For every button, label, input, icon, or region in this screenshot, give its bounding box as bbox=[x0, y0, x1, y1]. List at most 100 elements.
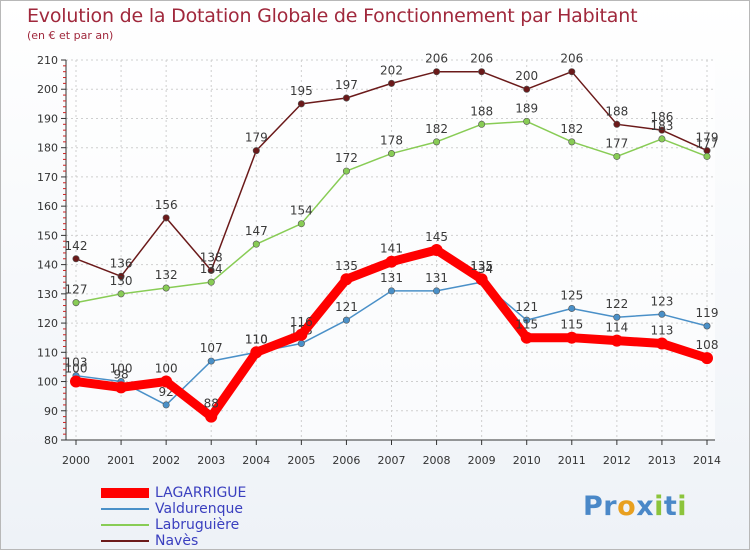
data-point bbox=[520, 331, 533, 344]
data-point bbox=[610, 334, 623, 347]
data-point bbox=[613, 313, 621, 321]
data-label: 135 bbox=[335, 259, 358, 273]
data-label: 100 bbox=[110, 362, 133, 376]
data-point bbox=[297, 220, 305, 228]
data-label: 114 bbox=[605, 321, 628, 335]
data-label: 142 bbox=[65, 239, 88, 253]
y-tick-label: 170 bbox=[37, 171, 58, 184]
data-label: 182 bbox=[560, 122, 583, 136]
logo-letter: t bbox=[663, 491, 678, 522]
data-point bbox=[342, 167, 350, 175]
data-point bbox=[162, 214, 170, 222]
y-tick-label: 110 bbox=[37, 346, 58, 359]
data-label: 125 bbox=[560, 288, 583, 302]
x-tick-label: 2014 bbox=[693, 454, 721, 467]
data-point bbox=[207, 266, 215, 274]
logo-letter: r bbox=[603, 491, 618, 522]
data-label: 127 bbox=[65, 283, 88, 297]
data-point bbox=[205, 410, 218, 423]
data-point bbox=[387, 150, 395, 158]
data-label: 98 bbox=[113, 367, 128, 381]
x-tick-label: 2002 bbox=[152, 454, 180, 467]
data-point bbox=[297, 340, 305, 348]
data-label: 202 bbox=[380, 63, 403, 77]
data-label: 115 bbox=[560, 318, 583, 332]
y-tick-label: 190 bbox=[37, 112, 58, 125]
data-label: 206 bbox=[425, 52, 448, 66]
data-point bbox=[565, 331, 578, 344]
data-label: 179 bbox=[245, 131, 268, 145]
chart-title: Evolution de la Dotation Globale de Fonc… bbox=[27, 5, 638, 27]
data-label: 156 bbox=[155, 198, 178, 212]
legend-swatch bbox=[101, 540, 149, 542]
data-point bbox=[658, 135, 666, 143]
data-point bbox=[701, 352, 713, 365]
data-point bbox=[433, 138, 441, 146]
x-tick-label: 2003 bbox=[197, 454, 225, 467]
x-tick-label: 2007 bbox=[378, 454, 406, 467]
data-point bbox=[478, 68, 486, 76]
data-label: 179 bbox=[696, 131, 719, 145]
x-tick-label: 2008 bbox=[423, 454, 451, 467]
data-point bbox=[523, 117, 531, 125]
data-point bbox=[342, 316, 350, 324]
data-label: 197 bbox=[335, 78, 358, 92]
data-point bbox=[703, 322, 711, 330]
data-label: 122 bbox=[605, 297, 628, 311]
data-label: 189 bbox=[515, 101, 538, 115]
y-tick-label: 120 bbox=[37, 317, 58, 330]
data-label: 177 bbox=[605, 136, 628, 150]
legend-swatch bbox=[101, 488, 149, 498]
data-point bbox=[72, 255, 80, 263]
data-label: 206 bbox=[560, 52, 583, 66]
data-point bbox=[387, 287, 395, 295]
data-point bbox=[297, 100, 305, 108]
data-point bbox=[160, 375, 173, 388]
data-label: 113 bbox=[650, 324, 673, 338]
chart-subtitle: (en € et par an) bbox=[27, 29, 114, 42]
data-point bbox=[117, 272, 125, 280]
x-tick-label: 2005 bbox=[287, 454, 315, 467]
data-label: 119 bbox=[696, 306, 719, 320]
data-label: 200 bbox=[515, 69, 538, 83]
data-point bbox=[658, 126, 666, 134]
data-label: 103 bbox=[65, 356, 88, 370]
data-point bbox=[252, 147, 260, 155]
y-tick-label: 150 bbox=[37, 229, 58, 242]
legend-label: Navès bbox=[155, 533, 199, 549]
data-point bbox=[613, 120, 621, 128]
data-label: 182 bbox=[425, 122, 448, 136]
y-tick-label: 160 bbox=[37, 200, 58, 213]
data-label: 110 bbox=[245, 332, 268, 346]
data-label: 107 bbox=[200, 341, 223, 355]
data-label: 177 bbox=[696, 136, 719, 150]
data-point bbox=[250, 346, 263, 359]
data-label: 130 bbox=[110, 274, 133, 288]
data-label: 154 bbox=[290, 204, 313, 218]
logo-letter: i bbox=[677, 491, 688, 522]
data-label: 110 bbox=[245, 332, 268, 346]
x-tick-label: 2000 bbox=[62, 454, 90, 467]
data-label: 186 bbox=[650, 110, 673, 124]
x-tick-label: 2010 bbox=[513, 454, 541, 467]
series-nav-s: 142 136 156 138 179 195 197 202 206 206 200 206 188 1… bbox=[65, 52, 719, 280]
data-point bbox=[72, 299, 80, 307]
data-point bbox=[433, 287, 441, 295]
y-tick-label: 140 bbox=[37, 259, 58, 272]
data-point bbox=[70, 375, 82, 388]
logo-letter: i bbox=[654, 491, 664, 522]
data-point bbox=[655, 337, 668, 350]
y-tick-label: 90 bbox=[44, 405, 58, 418]
data-label: 121 bbox=[335, 300, 358, 314]
data-label: 131 bbox=[380, 271, 403, 285]
data-label: 134 bbox=[200, 262, 223, 276]
x-tick-label: 2006 bbox=[332, 454, 360, 467]
data-label: 100 bbox=[155, 362, 178, 376]
data-label: 116 bbox=[290, 315, 313, 329]
logo-letter: o bbox=[617, 491, 637, 522]
data-label: 188 bbox=[605, 104, 628, 118]
